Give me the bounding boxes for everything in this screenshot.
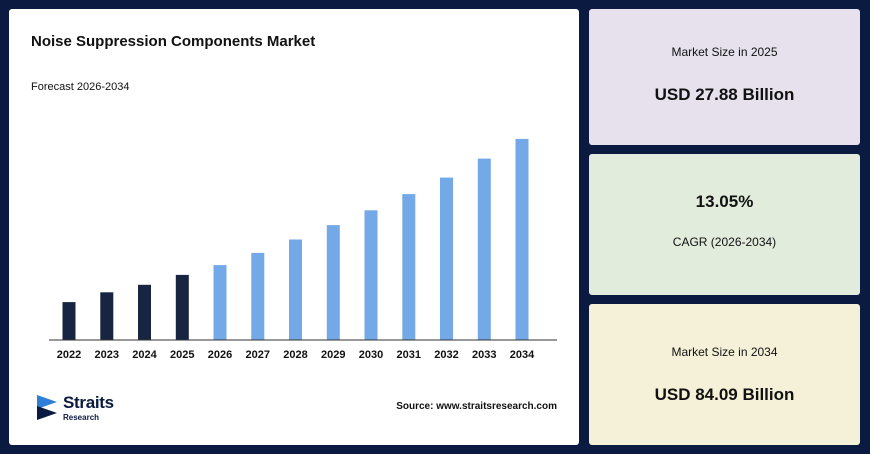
- x-tick-2029: 2029: [321, 349, 345, 361]
- x-tick-2027: 2027: [246, 349, 270, 361]
- logo-mark-icon: [37, 395, 57, 420]
- x-tick-2033: 2033: [472, 349, 496, 361]
- cagr-value: 13.05%: [695, 192, 754, 211]
- x-tick-2034: 2034: [510, 349, 535, 361]
- chart-subtitle: Forecast 2026-2034: [31, 81, 130, 93]
- bar-2027: [251, 252, 265, 340]
- bar-2032: [440, 177, 453, 340]
- market-size-2025-card: Market Size in 2025 USD 27.88 Billion: [589, 9, 860, 145]
- bar-2030: [364, 210, 378, 340]
- straits-research-logo: Straits Research: [35, 391, 145, 427]
- x-tick-2024: 2024: [132, 349, 157, 361]
- logo-subword: Research: [63, 413, 100, 422]
- bar-2029: [326, 225, 340, 340]
- bars-group: [62, 138, 529, 340]
- bar-2033: [477, 158, 491, 340]
- x-tick-2031: 2031: [397, 349, 421, 361]
- cagr-card: 13.05% CAGR (2026-2034): [589, 154, 860, 295]
- chart-title: Noise Suppression Components Market: [31, 33, 316, 50]
- cagr-label: CAGR (2026-2034): [672, 235, 777, 249]
- x-tick-labels: 2022 2023 2024 2025 2026 2027 2028 2029 2030 2031…: [57, 349, 535, 361]
- chart-panel: Noise Suppression Components Market Fore…: [9, 9, 579, 445]
- bar-2034: [515, 138, 529, 340]
- x-tick-2028: 2028: [283, 349, 307, 361]
- market-size-2034-label: Market Size in 2034: [671, 345, 778, 359]
- bar-2025: [175, 274, 189, 340]
- source-text: Source: www.straitsresearch.com: [396, 401, 557, 412]
- market-size-2034-card: Market Size in 2034 USD 84.09 Billion: [589, 304, 860, 445]
- market-size-2034-value: USD 84.09 Billion: [654, 385, 795, 404]
- market-size-2025-label: Market Size in 2025: [671, 45, 778, 59]
- logo-word: Straits: [63, 393, 114, 412]
- bar-2023: [100, 292, 114, 340]
- bar-2031: [402, 194, 416, 340]
- x-tick-2032: 2032: [434, 349, 458, 361]
- bar-2028: [289, 239, 302, 340]
- x-tick-2030: 2030: [359, 349, 383, 361]
- bar-chart: 2022 2023 2024 2025 2026 2027 2028 2029 2030 2031…: [49, 138, 557, 361]
- x-tick-2025: 2025: [170, 349, 194, 361]
- market-size-2025-value: USD 27.88 Billion: [654, 85, 795, 104]
- bar-2024: [138, 284, 151, 340]
- bar-2026: [213, 265, 227, 340]
- x-tick-2026: 2026: [208, 349, 232, 361]
- x-tick-2023: 2023: [95, 349, 119, 361]
- bar-2022: [62, 302, 76, 340]
- x-tick-2022: 2022: [57, 349, 81, 361]
